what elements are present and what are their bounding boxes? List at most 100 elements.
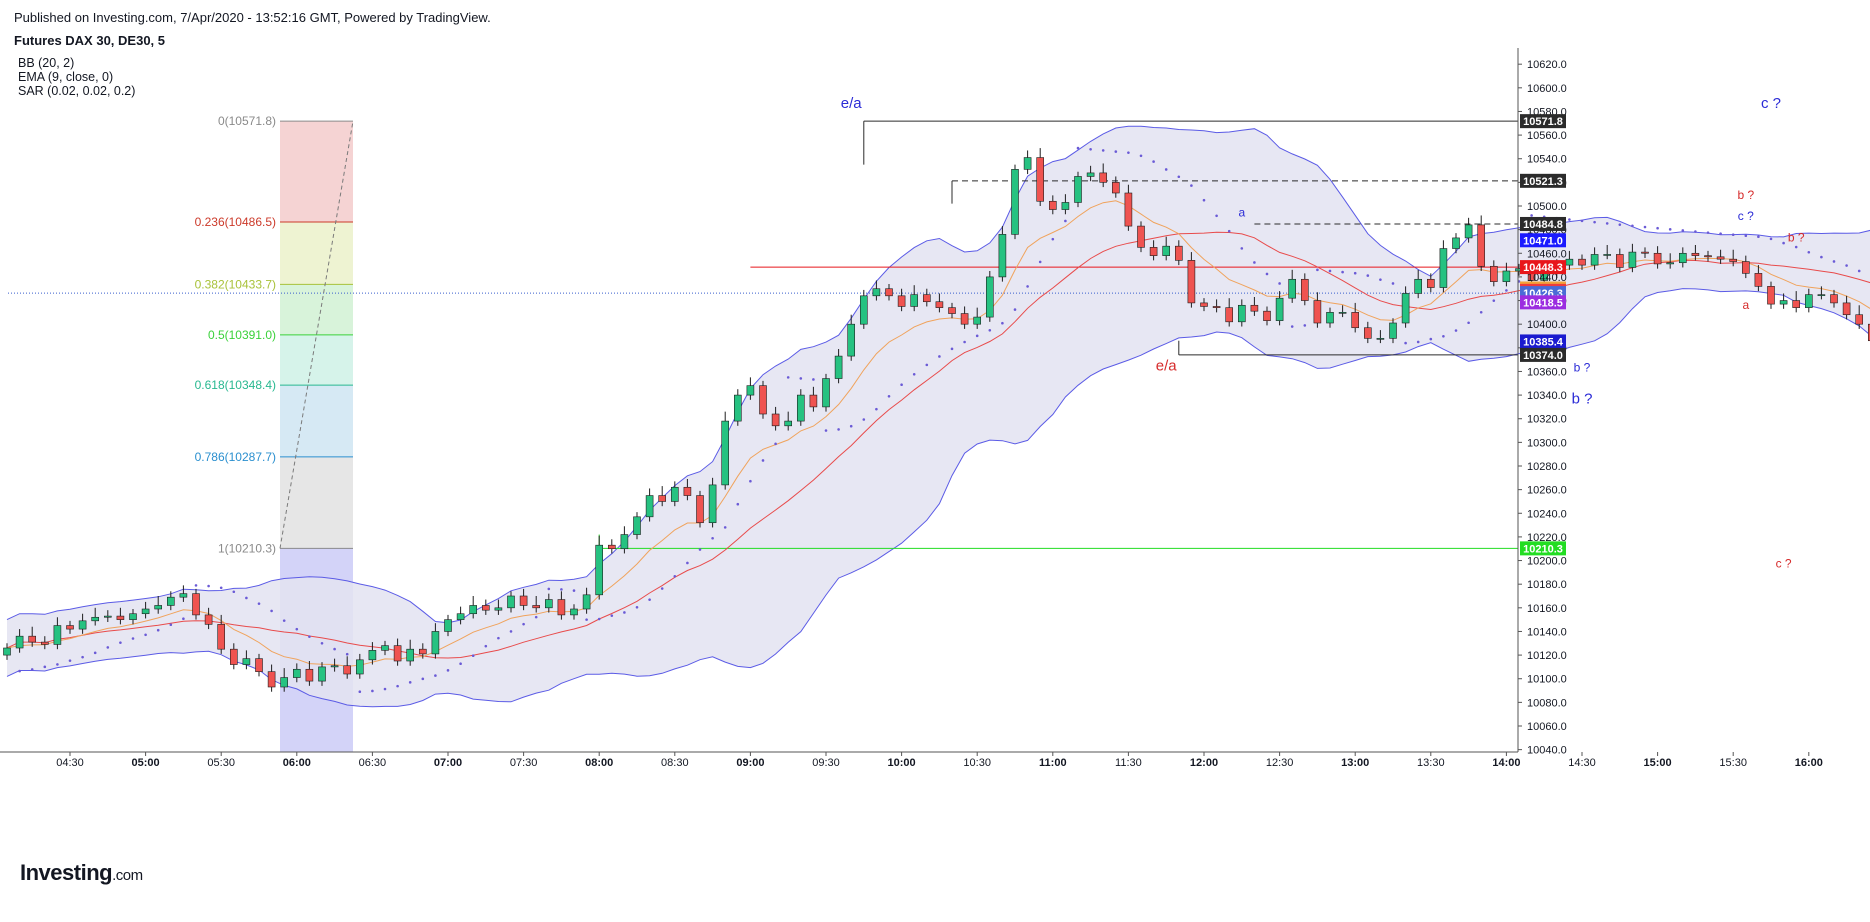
candle	[494, 599, 503, 615]
candle	[1641, 247, 1649, 258]
candle-body	[1653, 252, 1662, 265]
candle	[1137, 221, 1145, 253]
candle-body	[15, 635, 24, 649]
candle-body	[292, 668, 301, 678]
candle-body	[242, 658, 251, 665]
price-tag: 10374.0	[1520, 347, 1566, 362]
sar-dot	[1001, 321, 1004, 325]
y-tick-label: 10220.0	[1527, 532, 1567, 544]
sar-dot	[812, 378, 815, 381]
candle	[78, 613, 87, 634]
candle-body	[330, 665, 339, 668]
wave-label: c ?	[1776, 557, 1792, 571]
indicator-ema[interactable]: EMA (9, close, 0)	[18, 70, 114, 84]
sar-dot	[1694, 230, 1697, 233]
sar-dot	[497, 636, 500, 640]
x-tick-label: 08:30	[661, 757, 689, 769]
sar-dot	[1857, 269, 1861, 273]
wave-label: b ?	[1737, 188, 1754, 202]
candle-body	[544, 599, 553, 609]
candle-body	[1691, 252, 1700, 256]
candle	[1250, 297, 1259, 316]
candle	[1490, 260, 1498, 287]
sar-dot	[534, 615, 538, 619]
sar-dot	[1479, 310, 1483, 314]
logo-suffix: .com	[112, 867, 143, 884]
fib-zone	[280, 221, 353, 285]
sar-dot	[849, 424, 853, 428]
candle	[1616, 248, 1624, 273]
candle-body	[255, 658, 263, 672]
indicator-sar[interactable]: SAR (0.02, 0.02, 0.2)	[18, 84, 136, 98]
candle	[456, 606, 465, 625]
y-tick-label: 10140.0	[1527, 626, 1567, 638]
candle	[481, 599, 490, 615]
x-tick-label: 04:30	[56, 757, 84, 769]
candle-body	[1679, 252, 1687, 264]
candle-body	[859, 295, 868, 325]
sar-dot	[282, 619, 286, 622]
sar-dot	[1064, 219, 1067, 223]
candle	[532, 596, 541, 613]
candle-body	[1338, 312, 1347, 314]
x-tick-label: 10:00	[888, 757, 916, 769]
candle	[1653, 246, 1662, 269]
price-tag-label: 10374.0	[1523, 350, 1563, 362]
sar-dot	[156, 628, 160, 632]
x-tick-label: 06:00	[283, 757, 311, 769]
indicator-bb[interactable]: BB (20, 2)	[18, 56, 75, 70]
fib-level-label: 0.5(10391.0)	[208, 328, 276, 342]
candle-body	[1011, 169, 1019, 235]
x-tick-label: 09:00	[736, 757, 764, 769]
sar-dot	[1139, 154, 1143, 158]
x-tick-label: 05:30	[207, 757, 235, 769]
candle-body	[645, 495, 654, 518]
candle	[1313, 292, 1322, 328]
candle-body	[620, 534, 629, 550]
candle	[368, 642, 377, 665]
candle-body	[1263, 310, 1271, 321]
candle-body	[1704, 255, 1712, 258]
candle-body	[1628, 251, 1637, 268]
sar-dot	[1164, 168, 1168, 171]
price-tag-bg	[1520, 173, 1566, 188]
price-tag-bg	[1520, 347, 1566, 362]
candle-body	[1666, 262, 1674, 265]
sar-dot	[194, 584, 198, 587]
sar-dot	[912, 372, 916, 376]
candle-body	[998, 234, 1007, 278]
candle-body	[1364, 327, 1372, 339]
candle	[1124, 184, 1133, 231]
sar-dot	[383, 687, 387, 691]
candle-body	[355, 659, 364, 675]
price-level-lines	[8, 120, 1518, 549]
sar-dot	[1190, 184, 1193, 187]
candle-body	[733, 394, 742, 422]
candle-body	[1590, 254, 1599, 266]
candle-body	[1439, 248, 1448, 288]
y-tick-label: 10360.0	[1527, 366, 1567, 378]
candle	[1011, 164, 1019, 240]
candle	[66, 620, 74, 634]
candle	[1200, 298, 1208, 312]
sar-dot	[1656, 226, 1659, 230]
candle-body	[1427, 278, 1435, 288]
ema-line	[6, 200, 1870, 667]
y-tick-label: 10240.0	[1527, 508, 1567, 520]
candle	[1099, 163, 1107, 188]
price-tag: 10448.3	[1520, 260, 1566, 275]
sar-dot	[408, 681, 412, 684]
wave-label: b ?	[1788, 230, 1805, 244]
price-tag-bg	[1520, 216, 1566, 231]
y-tick-label: 10200.0	[1527, 556, 1567, 568]
sar-dot	[270, 609, 273, 613]
sar-dot	[887, 394, 891, 398]
candle-body	[708, 484, 717, 524]
price-tag-label: 10521.3	[1523, 176, 1563, 188]
candle-body	[507, 595, 515, 609]
candle-body	[872, 288, 881, 297]
x-tick-label: 13:00	[1341, 757, 1369, 769]
sar-dot	[245, 596, 248, 600]
candle	[343, 656, 352, 679]
